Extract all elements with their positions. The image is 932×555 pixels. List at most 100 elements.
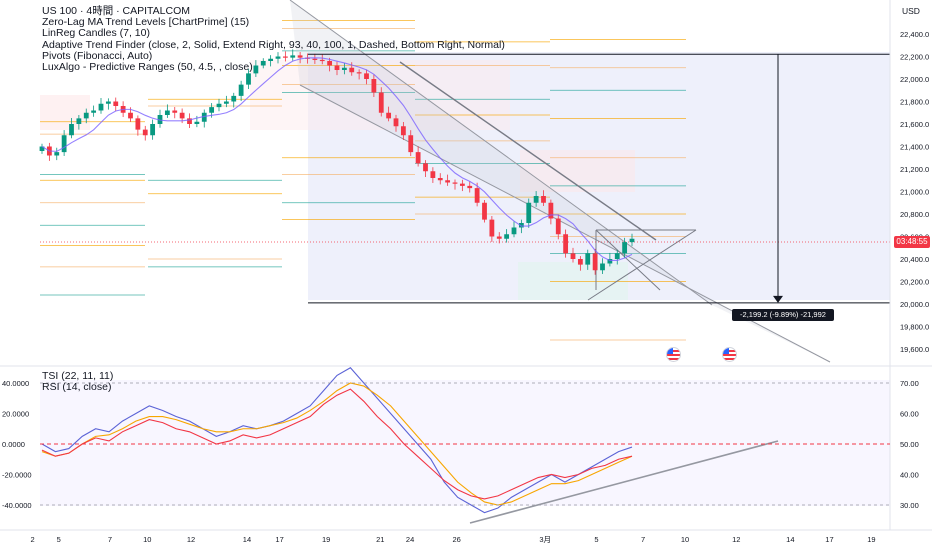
- time-axis-tick: 10: [143, 535, 151, 544]
- candle-body: [297, 55, 303, 58]
- time-axis-tick: 3月: [539, 535, 551, 544]
- oscillator-legend: TSI (22, 11, 11) RSI (14, close): [42, 370, 114, 394]
- pivot-zone: [40, 95, 90, 130]
- candle-body: [592, 253, 598, 271]
- time-axis-tick: 12: [732, 535, 740, 544]
- rsi-axis-tick: 70.00: [900, 379, 919, 388]
- indicator-tsi[interactable]: TSI (22, 11, 11): [42, 370, 114, 382]
- candle-body: [437, 178, 443, 181]
- candle-body: [541, 196, 546, 203]
- price-axis-tick: 21,800.0: [900, 98, 929, 107]
- time-axis-tick: 5: [57, 535, 61, 544]
- candle-body: [577, 259, 583, 265]
- candle-body: [526, 202, 532, 223]
- time-axis-tick: 14: [243, 535, 251, 544]
- candle-body: [105, 101, 111, 104]
- price-axis-tick: 21,400.0: [900, 143, 929, 152]
- candle-body: [378, 92, 384, 113]
- candle-body: [570, 253, 576, 259]
- measure-tool[interactable]: [308, 53, 890, 304]
- price-axis-tick: 20,400.0: [900, 255, 929, 264]
- candle-body: [238, 84, 244, 96]
- indicator-linreg[interactable]: LinReg Candles (7, 10): [42, 27, 150, 40]
- candle-body: [371, 79, 377, 93]
- indicator-legend: US 100 · 4時間 · CAPITALCOM Zero-Lag MA Tr…: [42, 5, 505, 73]
- time-axis-tick: 17: [825, 535, 833, 544]
- rsi-axis-tick: 60.00: [900, 410, 919, 419]
- time-axis-tick: 19: [867, 535, 875, 544]
- candle-body: [622, 242, 628, 254]
- candle-body: [341, 67, 347, 70]
- price-axis-tick: 22,200.0: [900, 53, 929, 62]
- zero-lag-ma-line: [41, 57, 633, 261]
- symbol-title[interactable]: US 100 · 4時間 · CAPITALCOM: [42, 5, 191, 17]
- triangle-line[interactable]: [587, 229, 697, 301]
- rsi-band: [40, 380, 890, 506]
- candle-body: [187, 118, 192, 124]
- candle-body: [142, 129, 148, 136]
- price-axis-tick: 20,800.0: [900, 210, 929, 219]
- candle-body: [290, 55, 296, 58]
- indicator-pivots[interactable]: Pivots (Fibonacci, Auto): [42, 49, 153, 62]
- candle-body: [364, 73, 369, 79]
- price-axis-tick: 21,200.0: [900, 165, 929, 174]
- price-axis-tick: 22,000.0: [900, 75, 929, 84]
- candle-body: [150, 124, 156, 136]
- tsi-axis-tick: -40.0000: [2, 501, 32, 510]
- candle-body: [83, 112, 89, 119]
- price-axis-tick: 19,600.0: [900, 345, 929, 354]
- price-axis-tick: 20,000.0: [900, 300, 929, 309]
- us-flag-event-icon[interactable]: [722, 347, 737, 362]
- candle-body: [334, 65, 340, 70]
- candle-body: [400, 126, 406, 136]
- indicator-zero-lag[interactable]: Zero-Lag MA Trend Levels [ChartPrime] (1…: [42, 16, 250, 29]
- time-axis-tick: 14: [786, 535, 794, 544]
- candle-body: [223, 101, 229, 104]
- currency-label[interactable]: USD: [902, 6, 920, 16]
- candle-body: [319, 59, 325, 62]
- candle-body: [69, 124, 74, 136]
- tsi-axis-tick: 20.0000: [2, 410, 29, 419]
- indicator-predictive-ranges[interactable]: LuxAlgo - Predictive Ranges (50, 4.5, , …: [42, 60, 253, 73]
- time-axis-tick: 12: [187, 535, 195, 544]
- us-flag-event-icon[interactable]: [666, 347, 681, 362]
- candle-body: [629, 238, 635, 243]
- indicator-rsi[interactable]: RSI (14, close): [42, 381, 112, 394]
- time-axis-tick: 21: [376, 535, 384, 544]
- candle-body: [275, 56, 281, 59]
- candle-body: [216, 103, 222, 108]
- trendline[interactable]: [399, 61, 657, 241]
- candle-body: [91, 110, 97, 113]
- candle-body: [135, 118, 141, 130]
- channel-upper-line: [289, 0, 713, 306]
- price-axis-tick: 21,600.0: [900, 120, 929, 129]
- price-axis-tick: 21,000.0: [900, 188, 929, 197]
- candle-body: [253, 65, 259, 74]
- candle-body: [209, 107, 215, 113]
- candle-body: [489, 219, 495, 237]
- tsi-signal-line: [41, 382, 633, 506]
- indicator-trend-finder[interactable]: Adaptive Trend Finder (close, 2, Solid, …: [42, 38, 505, 51]
- oscillator-trendline[interactable]: [469, 440, 779, 524]
- rsi-line: [41, 388, 633, 500]
- candle-body: [563, 234, 569, 254]
- candle-body: [231, 95, 237, 102]
- triangle-line[interactable]: [595, 229, 661, 291]
- candle-body: [54, 152, 60, 156]
- time-axis-tick: 7: [641, 535, 645, 544]
- candle-body: [423, 163, 428, 172]
- candle-body: [76, 118, 82, 124]
- candle-body: [555, 218, 561, 235]
- candle-body: [349, 67, 355, 73]
- candle-body: [98, 103, 104, 111]
- candle-body: [39, 146, 45, 151]
- tsi-axis-tick: 40.0000: [2, 379, 29, 388]
- rsi-axis-tick: 30.00: [900, 501, 919, 510]
- price-axis-tick: 22,400.0: [900, 30, 929, 39]
- candle-body: [585, 253, 591, 265]
- candle-body: [246, 73, 251, 85]
- candle-body: [201, 112, 207, 122]
- pivot-zone: [518, 262, 628, 300]
